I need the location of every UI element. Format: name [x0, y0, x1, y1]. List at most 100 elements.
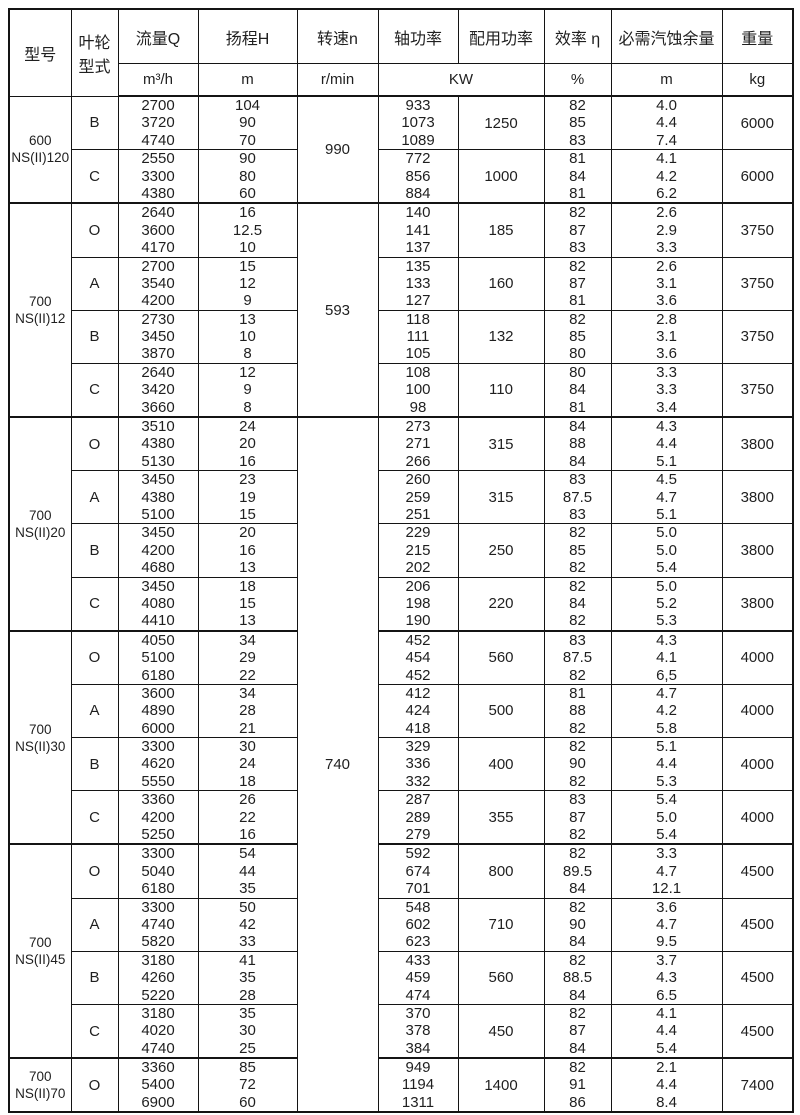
cell-efficiency-value: 84 — [569, 167, 586, 185]
cell-shaft-power-value: 118 — [406, 310, 430, 328]
cell-npsh-value: 3.3 — [656, 845, 677, 863]
cell-weight: 4500 — [721, 897, 794, 952]
cell-head-value: 19 — [239, 488, 256, 506]
cell-flow: 4050 5100 6180 — [117, 629, 199, 685]
cell-shaft-power-value: 454 — [405, 649, 431, 667]
cell-efficiency-value: 84 — [569, 418, 586, 436]
unit-weight: kg — [721, 63, 794, 97]
cell-efficiency: 83 87.5 83 — [543, 470, 612, 525]
cell-npsh-value: 4.3 — [656, 631, 677, 649]
cell-head: 85 72 60 — [197, 1057, 298, 1113]
cell-efficiency-value: 90 — [569, 755, 586, 773]
cell-npsh-value: 3.3 — [656, 239, 677, 257]
cell-efficiency-value: 85 — [569, 114, 586, 132]
cell-flow-value: 4020 — [141, 1022, 175, 1040]
cell-head-value: 26 — [239, 791, 256, 809]
cell-head: 23 19 15 — [197, 470, 298, 525]
cell-npsh-value: 5.4 — [656, 826, 677, 844]
cell-head-value: 9 — [243, 381, 252, 399]
cell-head-value: 18 — [239, 577, 256, 595]
cell-impeller-type: C — [70, 790, 119, 845]
cell-impeller-type: O — [70, 843, 119, 899]
cell-shaft-power-value: 370 — [405, 1004, 431, 1022]
cell-npsh-value: 3.1 — [656, 328, 677, 346]
cell-shaft-power: 229 215 202 — [377, 523, 459, 578]
cell-impeller-type: C — [70, 576, 119, 632]
cell-flow-value: 2550 — [141, 150, 175, 168]
cell-shaft-power-value: 329 — [405, 738, 431, 756]
cell-shaft-power-value: 100 — [405, 381, 431, 399]
cell-head-value: 22 — [239, 808, 256, 826]
cell-impeller-type: B — [70, 95, 119, 151]
cell-head: 20 16 13 — [197, 523, 298, 578]
model-line: 600 — [28, 133, 52, 149]
cell-head-value: 15 — [239, 594, 256, 612]
model-line: 700 — [28, 935, 52, 951]
cell-npsh-value: 5.4 — [656, 791, 677, 809]
cell-npsh-value: 5.1 — [656, 505, 677, 523]
cell-head: 30 24 18 — [197, 737, 298, 792]
cell-model: 700 NS(II)45 — [8, 843, 72, 1059]
cell-shaft-power-value: 949 — [405, 1059, 431, 1077]
cell-efficiency: 82 87 83 — [543, 202, 612, 258]
cell-efficiency: 82 89.5 84 — [543, 843, 612, 899]
cell-npsh: 5.0 5.0 5.4 — [610, 523, 723, 578]
cell-shaft-power-value: 279 — [405, 826, 431, 844]
cell-efficiency-value: 82 — [569, 738, 586, 756]
cell-shaft-power: 329 336 332 — [377, 737, 459, 792]
cell-flow-value: 4200 — [141, 292, 175, 310]
cell-head-value: 80 — [239, 167, 256, 185]
cell-head-value: 8 — [243, 398, 252, 416]
cell-shaft-power: 273 271 266 — [377, 416, 459, 472]
cell-npsh-value: 2.8 — [656, 310, 677, 328]
cell-head-value: 20 — [239, 435, 256, 453]
cell-head-value: 15 — [239, 505, 256, 523]
table-row: 700 NS(II)45 O 3300 5040 6180 54 44 35 592 674 701 8… — [8, 843, 794, 1059]
cell-matched-power: 185 — [457, 202, 545, 258]
cell-efficiency-value: 84 — [569, 452, 586, 470]
cell-matched-power: 110 — [457, 362, 545, 418]
model-line: NS(II)12 — [15, 311, 66, 327]
cell-npsh-value: 5.3 — [656, 772, 677, 790]
cell-shaft-power-value: 332 — [405, 772, 431, 790]
cell-npsh-value: 5.1 — [656, 452, 677, 470]
cell-head: 18 15 13 — [197, 576, 298, 632]
cell-npsh-value: 4.7 — [656, 862, 677, 880]
cell-head-value: 33 — [239, 933, 256, 951]
cell-shaft-power-value: 1311 — [401, 1093, 435, 1111]
cell-matched-power: 560 — [457, 950, 545, 1005]
cell-flow-value: 6900 — [141, 1093, 175, 1111]
cell-shaft-power-value: 111 — [406, 328, 430, 346]
cell-shaft-power-value: 384 — [405, 1039, 431, 1057]
cell-head-value: 35 — [239, 880, 256, 898]
cell-flow-value: 4620 — [141, 755, 175, 773]
cell-npsh-value: 4.4 — [656, 755, 677, 773]
cell-model: 700 NS(II)70 — [8, 1057, 72, 1113]
cell-flow: 3360 4200 5250 — [117, 790, 199, 845]
cell-model: 700 NS(II)12 — [8, 202, 72, 418]
cell-shaft-power: 452 454 452 — [377, 629, 459, 685]
cell-flow-value: 3360 — [141, 791, 175, 809]
cell-impeller-type: B — [70, 523, 119, 578]
pump-spec-table: 型号 叶轮 型式 流量Q 扬程H 转速n 轴功率 配用功率 效率 η 必需汽蚀余… — [8, 8, 794, 1114]
cell-weight: 3750 — [721, 362, 794, 418]
cell-impeller-type: O — [70, 629, 119, 685]
cell-flow-value: 4740 — [141, 1039, 175, 1057]
cell-flow-value: 3600 — [141, 221, 175, 239]
cell-flow-value: 3660 — [141, 398, 175, 416]
cell-matched-power: 220 — [457, 576, 545, 632]
cell-head-value: 60 — [239, 1093, 256, 1111]
cell-efficiency: 82 87 81 — [543, 256, 612, 311]
cell-shaft-power-value: 452 — [405, 666, 431, 684]
cell-impeller-type: A — [70, 256, 119, 311]
cell-flow-value: 3870 — [141, 345, 175, 363]
cell-flow-value: 4410 — [141, 612, 175, 630]
cell-head: 15 12 9 — [197, 256, 298, 311]
cell-flow: 3450 4080 4410 — [117, 576, 199, 632]
cell-flow-value: 5550 — [141, 772, 175, 790]
cell-flow-value: 3540 — [141, 274, 175, 292]
cell-flow-value: 4080 — [141, 594, 175, 612]
cell-shaft-power-value: 229 — [405, 524, 431, 542]
unit-power: KW — [377, 63, 545, 97]
cell-efficiency: 84 88 84 — [543, 416, 612, 472]
